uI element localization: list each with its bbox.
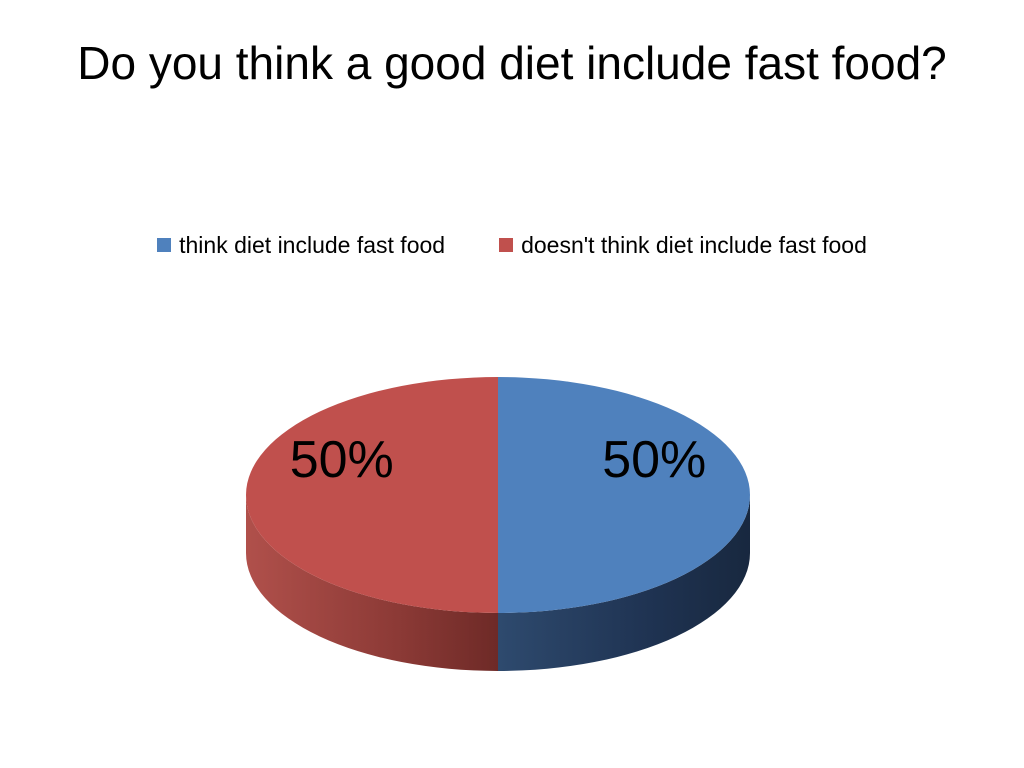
legend-label-think: think diet include fast food [179, 231, 446, 258]
legend-item-doesnt-think: doesn't think diet include fast food [499, 232, 867, 259]
legend-swatch-red [499, 238, 514, 252]
legend-swatch-blue [157, 238, 172, 252]
data-label-doesnt-think: 50% [290, 431, 394, 489]
legend-label-doesnt-think: doesn't think diet include fast food [521, 231, 867, 258]
chart-title: Do you think a good diet include fast fo… [77, 37, 947, 89]
pie-slice-think [498, 377, 750, 613]
legend-item-think: think diet include fast food [157, 232, 445, 259]
pie-slice-doesnt-think [246, 377, 498, 613]
pie-slice-doesnt-think-side [246, 495, 498, 671]
data-label-think: 50% [602, 431, 706, 489]
chart-legend: think diet include fast food doesn't thi… [0, 230, 1024, 260]
pie-slice-think-side [498, 495, 750, 671]
